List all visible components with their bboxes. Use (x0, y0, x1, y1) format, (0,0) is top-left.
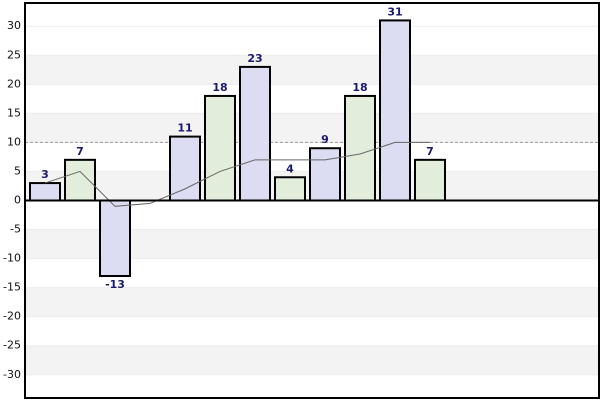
y-tick-label: -30 (3, 368, 21, 381)
value-label: 18 (352, 81, 367, 94)
value-label: 23 (247, 52, 262, 65)
bar (239, 65, 271, 202)
y-tick-label: 20 (7, 77, 21, 90)
grid-band (25, 345, 599, 375)
y-tick-label: -5 (10, 223, 21, 236)
y-tick-label: 0 (14, 194, 21, 207)
y-tick-label: -25 (3, 339, 21, 352)
y-tick-label: 15 (7, 106, 21, 119)
plot-border (24, 2, 600, 399)
grid-band (25, 287, 599, 317)
y-tick-label: 10 (7, 135, 21, 148)
y-tick-label: -20 (3, 310, 21, 323)
value-label: 9 (321, 133, 329, 146)
bar (379, 19, 411, 202)
grid-band (25, 113, 599, 143)
bar (64, 158, 96, 202)
y-tick-label: 30 (7, 19, 21, 32)
bar (29, 182, 61, 202)
bar (169, 135, 201, 202)
y-tick-label: 25 (7, 48, 21, 61)
y-tick-label: -10 (3, 252, 21, 265)
bar (414, 158, 446, 202)
bar (204, 94, 236, 202)
value-label: 18 (212, 81, 227, 94)
grid-band (25, 55, 599, 85)
bar (99, 199, 131, 278)
bar (274, 176, 306, 202)
value-label: 3 (41, 168, 49, 181)
y-tick-label: -15 (3, 281, 21, 294)
value-label: 7 (426, 145, 434, 158)
value-label: 4 (286, 162, 294, 175)
value-label: 31 (387, 5, 402, 18)
value-label: -13 (105, 278, 125, 291)
y-tick-label: 5 (14, 164, 21, 177)
bar (344, 94, 376, 202)
bar (309, 147, 341, 202)
value-label: 11 (177, 122, 192, 135)
value-label: 7 (76, 145, 84, 158)
